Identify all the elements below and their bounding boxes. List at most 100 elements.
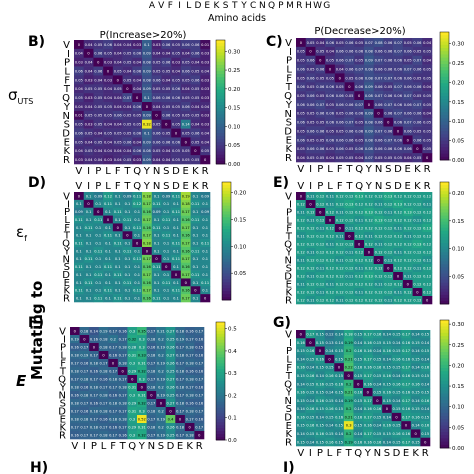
- heatmap-cell: [383, 38, 394, 48]
- heatmap-cell: [344, 216, 355, 225]
- heatmap-cell-label: 0.13: [423, 226, 431, 230]
- heatmap-cell-label: 0.04: [85, 140, 94, 144]
- heatmap-cell: [93, 215, 104, 224]
- heatmap-cell: [103, 66, 114, 76]
- heatmap-cell-label: 0.16: [71, 393, 80, 397]
- colorbar-segment: [440, 355, 449, 359]
- heatmap-cell: [315, 200, 326, 209]
- heatmap-cell: [122, 110, 133, 121]
- heatmap-cell-label: 0.31: [128, 385, 136, 389]
- heatmap-cell-label: 0.12: [326, 226, 334, 230]
- heatmap-cell-label: 0.16: [402, 407, 411, 411]
- heatmap-cell-label: 0.06: [336, 138, 345, 142]
- heatmap-cell-label: 0.15: [412, 357, 420, 361]
- heatmap-cell: [391, 396, 402, 405]
- top-axis-letter: L: [186, 1, 191, 11]
- colorbar-segment: [222, 211, 231, 215]
- heatmap-cell: [363, 412, 373, 422]
- heatmap-cell-label: 0.1: [86, 218, 92, 222]
- heatmap-panel-g: 0 0.17 0.15 0.12 0.14 0.18 0.15 0.17 0.16 0.14 0.1…: [284, 319, 465, 459]
- heatmap-cell: [344, 208, 355, 217]
- heatmap-y-label: R: [285, 153, 292, 164]
- heatmap-cell: [122, 199, 133, 209]
- heatmap-y-label: F: [64, 223, 70, 234]
- heatmap-y-label: Y: [285, 388, 293, 399]
- heatmap-y-label: D: [58, 407, 66, 418]
- heatmap-cell-label: 0.1: [173, 218, 179, 222]
- colorbar-segment: [216, 58, 225, 63]
- heatmap-x-label: R: [422, 448, 429, 459]
- heatmap-x-label: K: [186, 441, 193, 452]
- colorbar-segment: [440, 212, 449, 216]
- heatmap-cell-label: 0.06: [404, 103, 413, 107]
- heatmap-y-label: V: [63, 191, 70, 202]
- heatmap-cell-label: 0.29: [128, 369, 137, 373]
- heatmap-cell-label: 0.04: [133, 140, 142, 144]
- heatmap-cell-label: 0.1: [193, 210, 199, 214]
- heatmap-cell-label: 0.06: [191, 52, 200, 56]
- heatmap-cell-label: 0.16: [325, 440, 334, 444]
- colorbar-segment: [440, 70, 449, 74]
- colorbar-segment: [216, 117, 225, 121]
- heatmap-cell: [353, 388, 364, 397]
- heatmap-cell: [171, 231, 182, 240]
- heatmap-cell-label: 0: [395, 415, 398, 419]
- colorbar-segment: [216, 434, 225, 438]
- colorbar-tick-label: 0.25: [452, 343, 465, 349]
- heatmap-cell: [108, 423, 119, 432]
- heatmap-cell: [422, 272, 433, 281]
- heatmap-cell-label: 0.04: [114, 96, 123, 100]
- colorbar-segment: [216, 378, 225, 382]
- heatmap-cell: [305, 224, 316, 233]
- heatmap-cell: [383, 73, 394, 83]
- heatmap-cell-label: 0.11: [336, 258, 344, 262]
- colorbar-segment: [440, 419, 449, 423]
- heatmap-cell-label: 0.17: [402, 366, 410, 370]
- heatmap-cell-label: 0.17: [364, 374, 372, 378]
- heatmap-cell-label: 0.06: [297, 138, 306, 142]
- heatmap-cell-label: 0.04: [326, 50, 335, 54]
- colorbar-segment: [222, 235, 231, 239]
- heatmap-cell: [305, 144, 316, 154]
- heatmap-cell-label: 0.12: [316, 282, 324, 286]
- heatmap-cell: [373, 46, 384, 57]
- heatmap-cell: [296, 208, 307, 217]
- heatmap-cell: [353, 404, 364, 414]
- heatmap-cell-label: 0.05: [307, 112, 315, 116]
- heatmap-cell: [315, 296, 326, 305]
- heatmap-cell-label: 0.14: [297, 407, 306, 411]
- heatmap-cell: [98, 351, 109, 360]
- heatmap-cell: [372, 346, 383, 356]
- heatmap-cell: [402, 117, 413, 127]
- heatmap-cell-label: 0.1: [134, 296, 140, 300]
- heatmap-cell-label: 0.15: [335, 407, 343, 411]
- heatmap-cell-label: 0.12: [413, 226, 421, 230]
- heatmap-cell-label: 0.18: [109, 417, 118, 421]
- heatmap-y-label: P: [64, 58, 70, 69]
- heatmap-cell: [372, 404, 383, 414]
- heatmap-cell: [296, 55, 307, 65]
- heatmap-cell: [422, 232, 433, 241]
- heatmap-cell-label: 0: [175, 273, 178, 277]
- heatmap-cell-label: 0.06: [316, 129, 325, 133]
- heatmap-cell-label: 0.18: [186, 409, 195, 413]
- heatmap-cell-label: 0.06: [326, 94, 335, 98]
- heatmap-cell: [383, 91, 394, 101]
- heatmap-cell-label: 0.11: [336, 210, 344, 214]
- heatmap-cell: [393, 296, 404, 305]
- heatmap-cell-label: 0.1: [125, 202, 131, 206]
- heatmap-cell: [364, 91, 375, 101]
- heatmap-panel-b: 0 0.04 0.05 0.06 0.04 0.04 0.03 0.1 0.03 0.06 0.05…: [62, 39, 241, 177]
- colorbar-segment: [216, 120, 225, 125]
- heatmap-cell: [127, 367, 138, 376]
- heatmap-cell: [190, 262, 201, 271]
- heatmap-cell: [420, 437, 431, 447]
- heatmap-x-label: D: [394, 181, 402, 192]
- heatmap-cell: [334, 100, 345, 110]
- heatmap-cell-label: 0.05: [316, 50, 324, 54]
- heatmap-cell-label: 0.17: [182, 226, 190, 230]
- heatmap-cell-label: 0.14: [392, 399, 401, 403]
- heatmap-cell-label: 0.03: [201, 114, 209, 118]
- heatmap-cell-label: 0.09: [143, 52, 152, 56]
- heatmap-cell-label: 0.16: [195, 337, 204, 341]
